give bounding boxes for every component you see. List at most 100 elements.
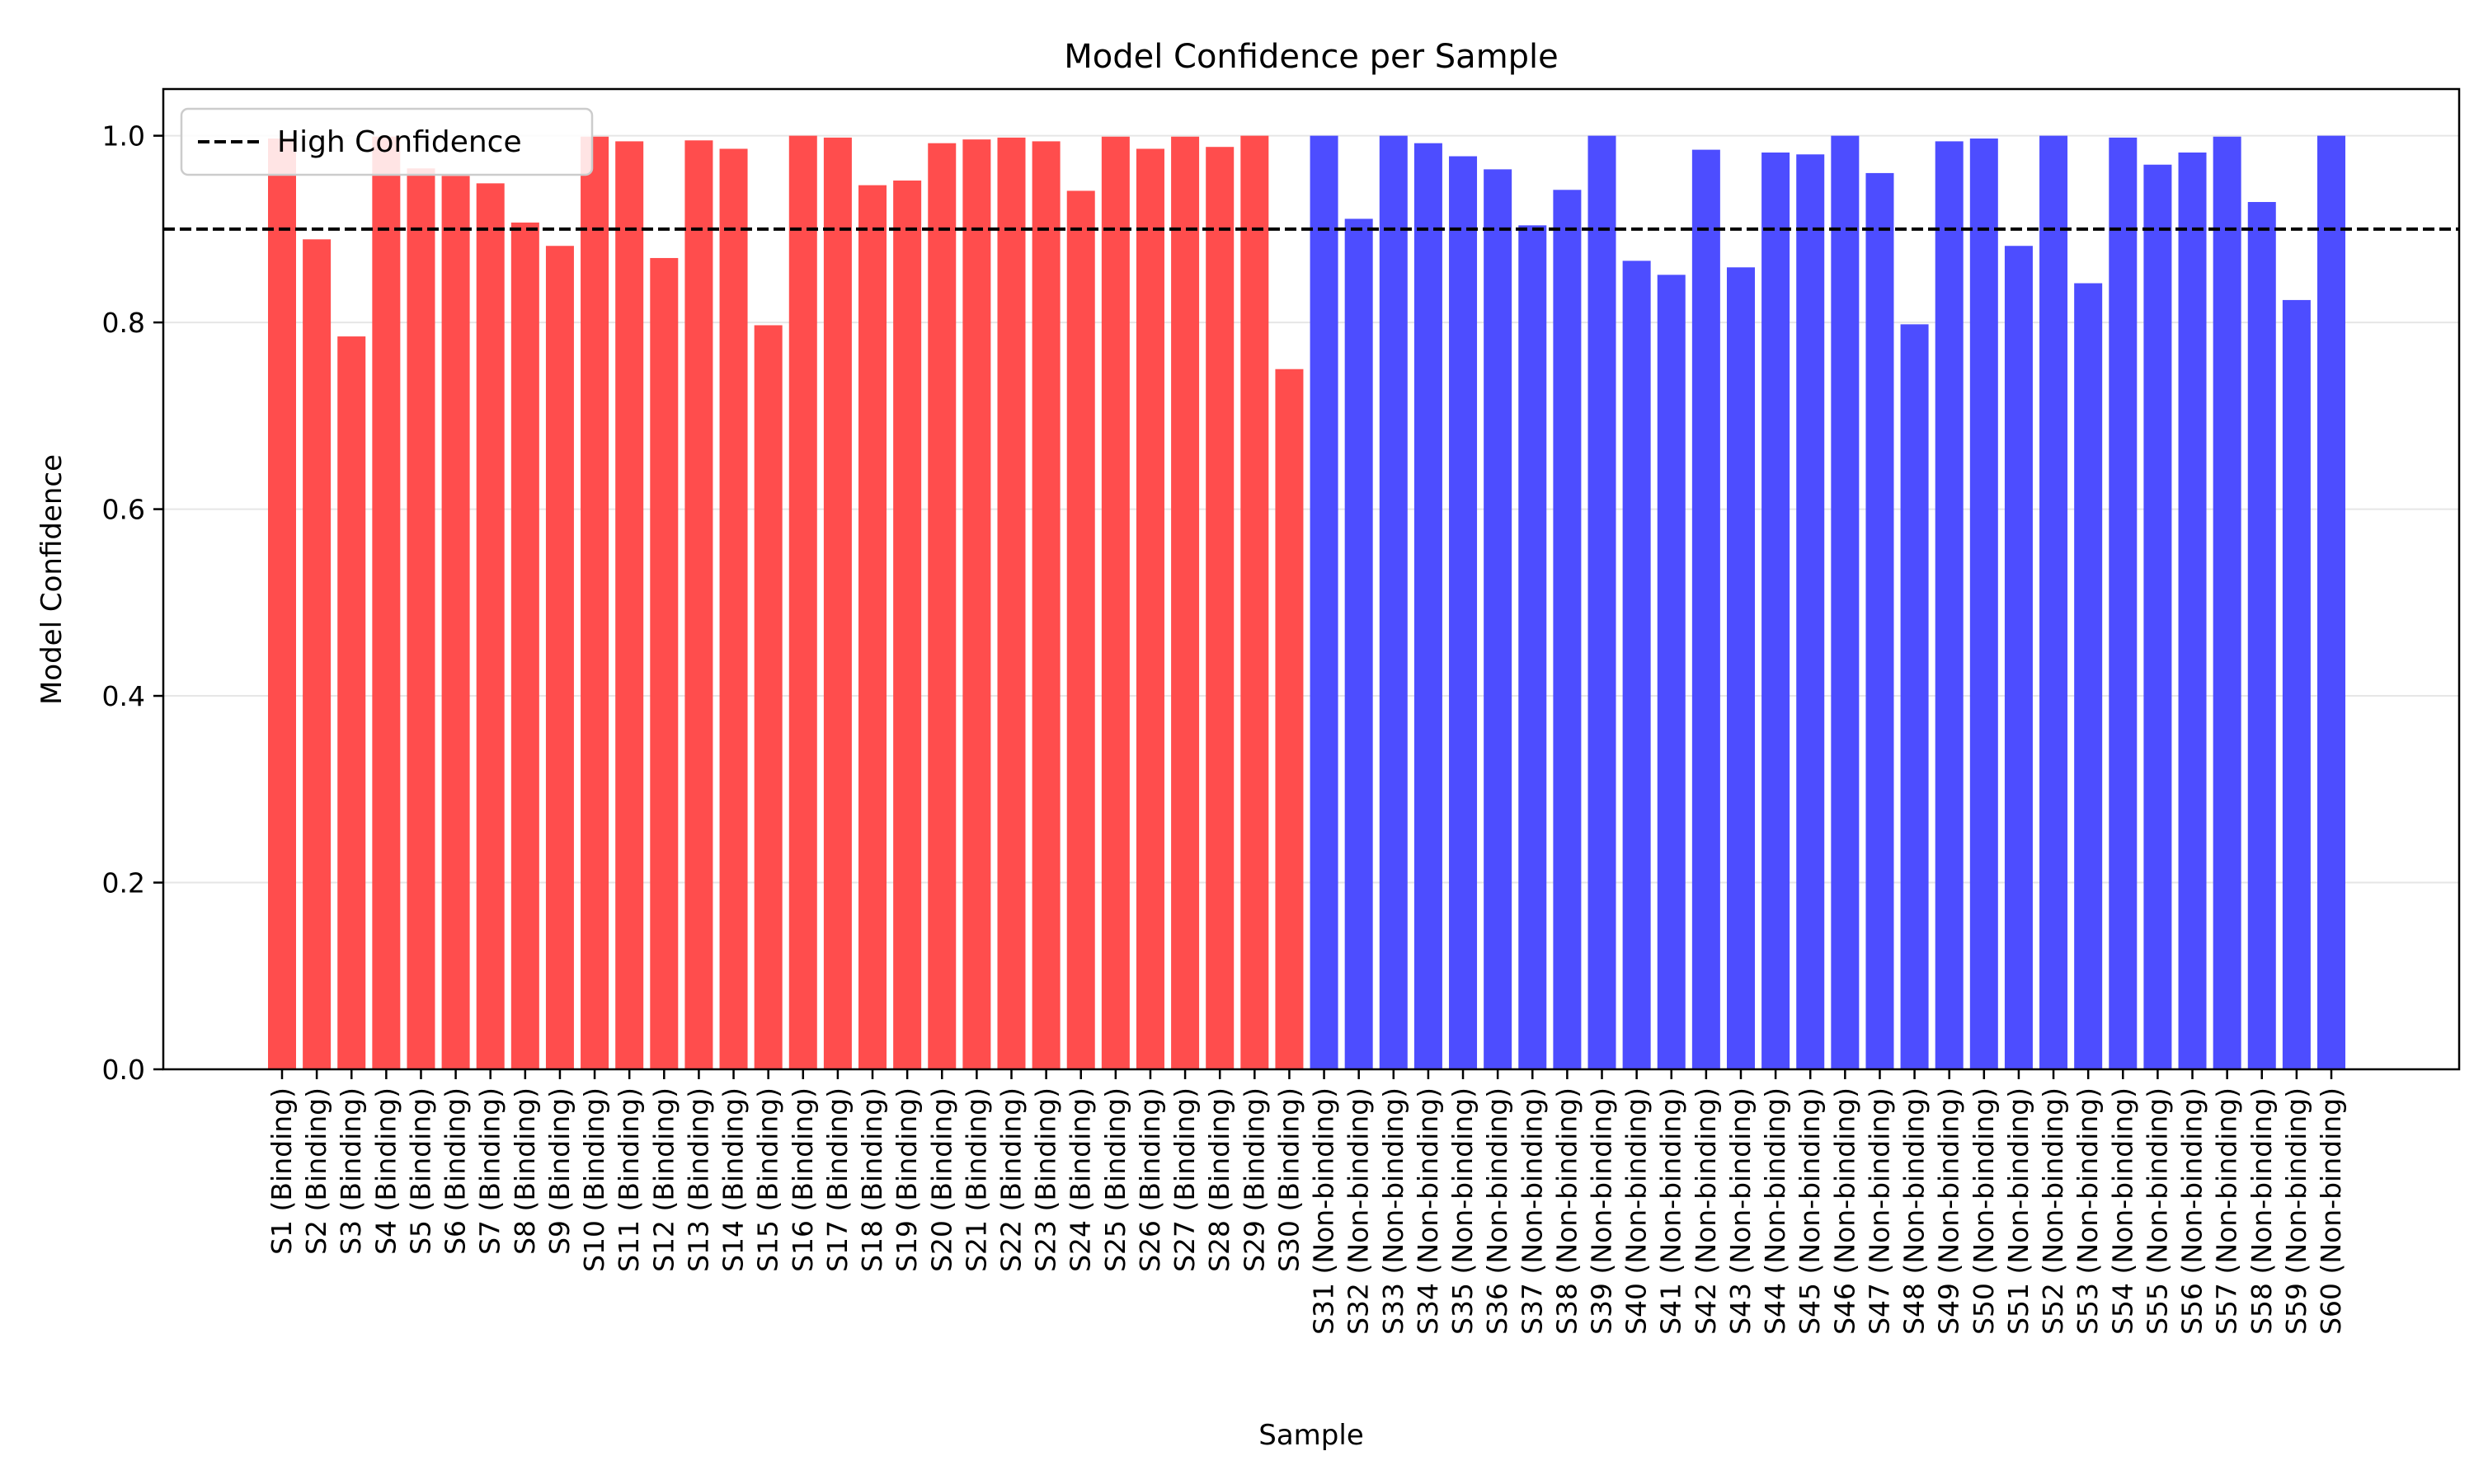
x-tick-label: S27 (Binding): [1169, 1087, 1201, 1272]
bar: [2143, 164, 2172, 1069]
y-tick-label: 0.0: [102, 1054, 145, 1086]
bar: [1344, 218, 1373, 1070]
bar: [1761, 153, 1790, 1069]
y-tick-label: 0.4: [102, 680, 145, 712]
x-tick-label: S60 (Non-binding): [2315, 1087, 2347, 1335]
x-tick-label: S25 (Binding): [1099, 1087, 1131, 1272]
x-tick-label: S6 (Binding): [440, 1087, 472, 1255]
bar: [997, 137, 1026, 1070]
x-tick-label: S38 (Non-binding): [1550, 1087, 1583, 1335]
bar: [2213, 136, 2241, 1069]
legend-box: [180, 107, 594, 176]
legend: High Confidence: [180, 107, 594, 176]
bar: [1449, 156, 1478, 1069]
x-tick-label: S53 (Non-binding): [2072, 1087, 2104, 1335]
x-tick-label: S32 (Non-binding): [1343, 1087, 1375, 1335]
y-axis: 0.0 0.2 0.4 0.6 0.8 1.0: [102, 120, 163, 1086]
x-tick-label: S57 (Non-binding): [2211, 1087, 2243, 1335]
x-tick-label: S22 (Binding): [995, 1087, 1027, 1272]
y-tick-label: 0.8: [102, 307, 145, 339]
x-tick-label: S48 (Non-binding): [1898, 1087, 1931, 1335]
bar: [2178, 153, 2207, 1069]
bar: [684, 140, 713, 1069]
x-tick-label: S5 (Binding): [404, 1087, 436, 1255]
bar: [1310, 135, 1338, 1070]
x-tick-label: S55 (Non-binding): [2141, 1087, 2173, 1335]
plot-frame: [162, 87, 2461, 1071]
bar: [545, 246, 574, 1069]
x-tick-label: S59 (Non-binding): [2280, 1087, 2312, 1335]
bar: [928, 143, 957, 1069]
x-tick-label: S35 (Non-binding): [1446, 1087, 1479, 1335]
bar: [615, 141, 644, 1069]
x-axis: S1 (Binding) S2 (Binding) S3 (Binding) S4 (…: [266, 1069, 2347, 1335]
bar: [788, 135, 817, 1070]
x-tick-label: S29 (Binding): [1238, 1087, 1270, 1272]
x-tick-label: S4 (Binding): [369, 1087, 402, 1255]
x-axis-label: Sample: [1258, 1419, 1363, 1452]
bar: [1796, 154, 1825, 1070]
x-tick-label: S20 (Binding): [925, 1087, 957, 1272]
bar: [719, 148, 748, 1069]
y-axis-label: Model Confidence: [35, 454, 68, 705]
bar: [1101, 136, 1130, 1069]
bar: [1484, 169, 1512, 1069]
y-tick-label: 0.2: [102, 867, 145, 899]
bar: [2282, 299, 2311, 1069]
x-tick-label: S21 (Binding): [960, 1087, 992, 1272]
x-tick-label: S46 (Non-binding): [1828, 1087, 1860, 1335]
x-tick-label: S41 (Non-binding): [1655, 1087, 1687, 1335]
x-tick-label: S49 (Non-binding): [1933, 1087, 1965, 1335]
x-tick-label: S9 (Binding): [543, 1087, 576, 1255]
bar: [1136, 148, 1164, 1069]
x-tick-label: S26 (Binding): [1134, 1087, 1166, 1272]
x-tick-label: S37 (Non-binding): [1516, 1087, 1548, 1335]
bar: [441, 176, 470, 1070]
x-tick-label: S7 (Binding): [474, 1087, 506, 1255]
x-tick-label: S17 (Binding): [821, 1087, 854, 1272]
bar: [303, 239, 332, 1069]
x-tick-label: S16 (Binding): [787, 1087, 819, 1272]
x-tick-label: S24 (Binding): [1065, 1087, 1097, 1272]
x-tick-label: S42 (Non-binding): [1690, 1087, 1722, 1335]
x-tick-label: S44 (Non-binding): [1759, 1087, 1791, 1335]
x-tick-label: S3 (Binding): [335, 1087, 367, 1255]
bar: [2247, 202, 2276, 1070]
bar: [268, 139, 296, 1069]
bar: [1831, 135, 1860, 1070]
x-tick-label: S11 (Binding): [613, 1087, 645, 1272]
bar: [1413, 143, 1442, 1069]
bar: [1240, 135, 1269, 1070]
x-tick-label: S40 (Non-binding): [1620, 1087, 1653, 1335]
x-tick-label: S13 (Binding): [682, 1087, 714, 1272]
x-tick-label: S34 (Non-binding): [1412, 1087, 1444, 1335]
bar: [2317, 135, 2345, 1070]
x-tick-label: S8 (Binding): [509, 1087, 541, 1255]
bar: [337, 336, 366, 1070]
bar: [2074, 283, 2103, 1069]
bar: [1865, 172, 1894, 1069]
bar: [823, 137, 852, 1070]
bar: [1171, 136, 1200, 1069]
x-tick-label: S10 (Binding): [578, 1087, 610, 1272]
x-tick-label: S23 (Binding): [1030, 1087, 1062, 1272]
bar: [1553, 190, 1582, 1070]
bar: [2039, 135, 2068, 1070]
x-tick-label: S45 (Non-binding): [1794, 1087, 1826, 1335]
bar: [1206, 147, 1235, 1069]
x-tick-label: S28 (Binding): [1203, 1087, 1235, 1272]
y-tick-label: 1.0: [102, 120, 145, 153]
x-tick-label: S12 (Binding): [647, 1087, 680, 1272]
bar: [1275, 369, 1304, 1069]
x-tick-label: S43 (Non-binding): [1724, 1087, 1757, 1335]
bar: [962, 139, 991, 1070]
x-tick-label: S18 (Binding): [856, 1087, 888, 1272]
x-tick-label: S54 (Non-binding): [2106, 1087, 2138, 1335]
bar: [1657, 275, 1686, 1069]
x-tick-label: S47 (Non-binding): [1863, 1087, 1895, 1335]
x-tick-label: S56 (Non-binding): [2176, 1087, 2208, 1335]
bar: [1691, 149, 1720, 1070]
x-tick-label: S2 (Binding): [300, 1087, 332, 1255]
bar: [2004, 246, 2033, 1069]
